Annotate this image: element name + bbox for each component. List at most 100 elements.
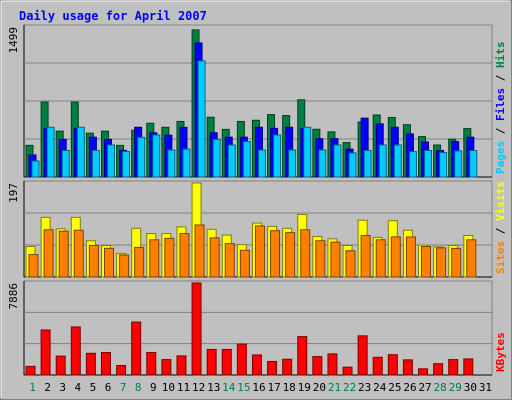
x-tick-label: 21 [328, 381, 341, 394]
x-tick-label: 2 [44, 381, 51, 394]
bar-kbytes-day-16 [251, 354, 262, 376]
bar-pages-day-28 [439, 152, 448, 178]
bar-pages-day-6 [106, 144, 115, 178]
bar-pages-day-1 [31, 160, 40, 178]
bar-sites-day-9 [149, 239, 160, 278]
bar-kbytes-day-3 [55, 355, 66, 376]
bar-kbytes-day-6 [100, 351, 111, 376]
bar-sites-day-18 [285, 232, 296, 278]
bar-pages-day-15 [242, 141, 251, 178]
bar-kbytes-day-28 [433, 363, 444, 376]
legend-entry: / [494, 121, 507, 141]
bar-kbytes-day-24 [372, 356, 383, 376]
bar-kbytes-day-15 [236, 343, 247, 376]
bar-sites-day-16 [254, 225, 265, 278]
x-tick-label: 18 [283, 381, 296, 394]
panel-legend: Pages / Files / Hits [494, 42, 507, 175]
x-tick-label: 12 [192, 381, 205, 394]
x-tick-label: 16 [252, 381, 265, 394]
x-tick-label: 17 [267, 381, 280, 394]
x-tick-label: 11 [177, 381, 190, 394]
bar-kbytes-day-27 [418, 368, 429, 376]
x-tick-label: 19 [298, 381, 311, 394]
bar-kbytes-day-20 [312, 356, 323, 376]
panel-kbytes: 7886 KBytes [7, 280, 507, 376]
bar-kbytes-day-9 [146, 351, 157, 376]
x-tick-label: 22 [343, 381, 356, 394]
legend-entry: / [494, 68, 507, 88]
x-tick-label: 8 [135, 381, 142, 394]
bar-pages-day-29 [454, 150, 463, 178]
bar-sites-day-27 [421, 245, 432, 278]
bar-pages-day-7 [122, 151, 131, 178]
panel-legend: Sites / Visits [494, 181, 507, 274]
bar-pages-day-21 [333, 144, 342, 178]
x-tick-label: 3 [59, 381, 66, 394]
bar-sites-day-23 [360, 234, 371, 278]
bar-pages-day-30 [469, 149, 478, 178]
legend-entry: Files [494, 88, 507, 121]
bar-pages-day-19 [303, 126, 312, 178]
bar-sites-day-19 [300, 229, 311, 278]
bar-kbytes-day-7 [116, 365, 127, 376]
bar-kbytes-day-2 [40, 329, 51, 376]
bar-pages-day-9 [152, 134, 161, 178]
bar-pages-day-20 [318, 149, 327, 178]
bar-sites-day-11 [179, 233, 190, 278]
x-tick-label: 24 [373, 381, 387, 394]
bar-sites-day-3 [58, 230, 69, 278]
x-tick-label: 15 [237, 381, 250, 394]
x-tick-label: 1 [29, 381, 36, 394]
bar-sites-day-26 [405, 236, 416, 278]
bar-sites-day-21 [330, 241, 341, 278]
bar-pages-day-5 [91, 149, 100, 178]
bar-pages-day-10 [167, 149, 176, 178]
bar-pages-day-2 [46, 126, 55, 178]
legend-entry: / [494, 221, 507, 241]
y-axis-max-label: 7886 [7, 283, 20, 310]
bar-kbytes-day-19 [297, 336, 308, 376]
bar-kbytes-day-11 [176, 355, 187, 376]
bar-kbytes-day-1 [25, 365, 36, 376]
x-tick-label: 6 [105, 381, 112, 394]
x-tick-label: 26 [403, 381, 416, 394]
bar-sites-day-10 [164, 237, 175, 278]
bar-sites-day-2 [43, 229, 54, 278]
x-tick-label: 14 [222, 381, 236, 394]
bar-kbytes-day-30 [463, 358, 474, 376]
panel-pages-files-hits: 1499 Pages / Files / Hits [7, 24, 507, 178]
bar-pages-day-25 [393, 144, 402, 178]
bar-sites-day-22 [345, 250, 356, 278]
bar-pages-day-23 [363, 149, 372, 178]
bar-pages-day-14 [227, 144, 236, 178]
bar-pages-day-4 [76, 126, 85, 178]
bar-pages-day-3 [61, 149, 70, 178]
legend-entry: Sites [494, 241, 507, 274]
bar-sites-day-1 [28, 254, 39, 278]
bar-sites-day-24 [375, 239, 386, 278]
bar-pages-day-11 [182, 148, 191, 178]
bar-kbytes-day-25 [387, 354, 398, 376]
bar-kbytes-day-22 [342, 366, 353, 376]
bar-pages-day-13 [212, 138, 221, 178]
bar-kbytes-day-26 [402, 359, 413, 376]
bar-sites-day-17 [270, 230, 281, 278]
bar-kbytes-day-21 [327, 353, 338, 376]
x-tick-label: 28 [434, 381, 447, 394]
x-tick-label: 9 [150, 381, 157, 394]
y-axis-max-label: 1499 [7, 27, 20, 54]
bar-kbytes-day-23 [357, 335, 368, 376]
bar-pages-day-24 [378, 144, 387, 178]
bar-kbytes-day-4 [70, 326, 81, 376]
bar-sites-day-8 [134, 246, 145, 278]
bar-pages-day-16 [257, 149, 266, 178]
bar-pages-day-12 [197, 60, 206, 178]
bar-sites-day-7 [119, 254, 130, 278]
bar-kbytes-day-14 [221, 348, 232, 376]
x-tick-label: 4 [75, 381, 82, 394]
bar-sites-day-25 [390, 236, 401, 278]
chart-panels: 1499 Pages / Files / Hits 197 Sites / Visit… [7, 24, 507, 376]
chart-title: Daily usage for April 2007 [19, 9, 207, 23]
